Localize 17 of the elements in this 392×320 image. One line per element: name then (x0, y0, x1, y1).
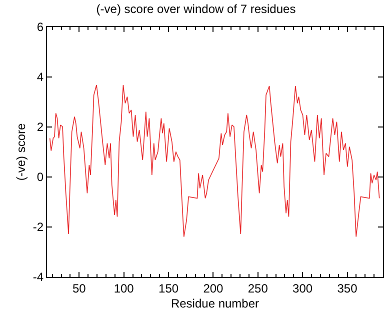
y-tick-label: -4 (32, 270, 44, 284)
x-tick-label: 150 (158, 281, 179, 296)
x-tick-label: 300 (292, 281, 313, 296)
y-tick-label: -2 (32, 220, 44, 234)
x-tick-label: 250 (248, 281, 268, 296)
chart-title: (-ve) score over window of 7 residues (96, 2, 296, 16)
line-series (49, 84, 380, 238)
y-tick-label: 0 (36, 170, 44, 184)
x-tick-label: 100 (114, 281, 134, 296)
x-tick-label: 200 (203, 281, 224, 296)
x-tick-label: 50 (72, 281, 86, 296)
y-tick-label: 6 (36, 20, 44, 34)
x-tick-label: 350 (337, 281, 358, 296)
x-axis-title: Residue number (170, 296, 260, 310)
y-tick-label: 4 (36, 70, 44, 84)
y-tick-label: 2 (36, 120, 44, 134)
y-axis-title: (-ve) score (14, 123, 28, 181)
